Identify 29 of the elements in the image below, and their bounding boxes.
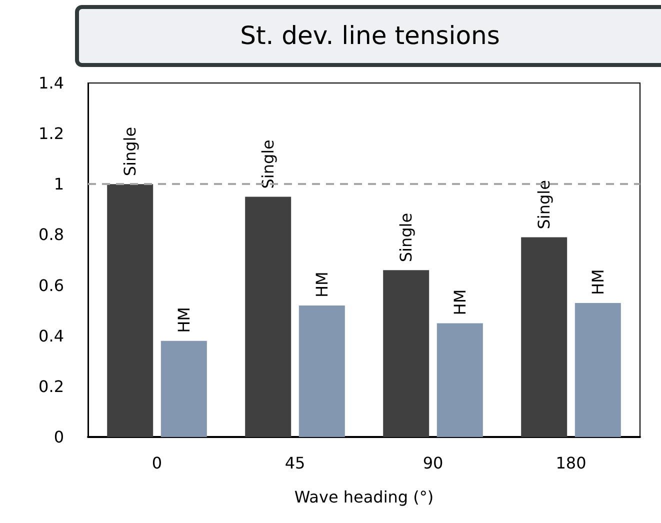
text: Single [534,180,554,230]
y-tick-label: 0 [54,428,64,446]
y-tick-label: 1 [54,174,64,194]
y-tick-label: 0.8 [38,225,64,244]
x-tick-label: 90 [422,454,444,472]
bar [436,323,483,437]
x-tick-label: 180 [556,454,586,472]
bar [107,184,154,437]
bar [383,270,430,437]
text: Single [396,212,416,262]
bar [521,237,568,437]
bar [160,340,207,437]
text: Single [258,140,278,189]
bar [298,306,345,437]
y-tick-label: 1.4 [38,74,64,92]
text: HM [588,269,608,295]
bar [574,302,621,437]
bar [245,196,292,437]
x-tick-label: 0 [152,454,162,472]
x-tick-label: 45 [284,454,306,472]
y-tick-label: 0.2 [38,376,64,396]
y-tick-label: 0.6 [38,276,64,295]
y-tick-label: 1.2 [38,124,64,144]
y-tick-label: 0.4 [38,326,64,346]
text: HM [450,289,470,316]
text: HM [312,272,332,298]
text: Single [120,126,140,176]
text: HM [174,307,194,333]
x-axis-title: Wave heading (°) [294,488,434,506]
